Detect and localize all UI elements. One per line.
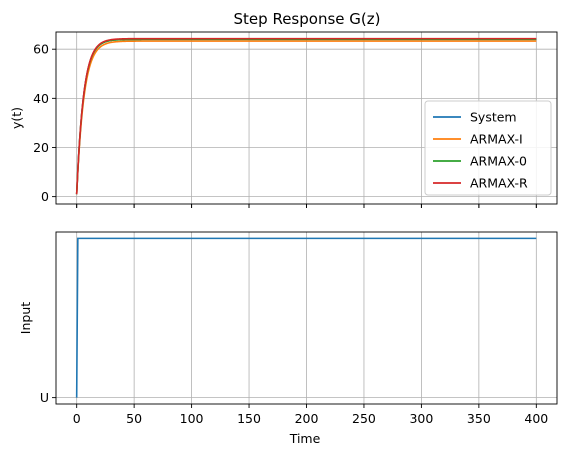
legend-item-label: ARMAX-I	[470, 132, 523, 147]
top-y-tick-label: 60	[33, 42, 49, 57]
top-series-lines	[75, 37, 537, 195]
figure-title: Step Response G(z)	[234, 10, 381, 28]
x-tick-label: 50	[126, 411, 142, 426]
bottom-series-lines	[75, 237, 537, 398]
x-tick-label: 350	[467, 411, 491, 426]
top-grid	[56, 32, 557, 204]
top-axes: 0 20 40 60 y(t) System ARMAX-I ARMAX-0 ARMAX-R	[9, 31, 558, 208]
top-y-tick-label: 0	[41, 189, 49, 204]
bottom-axes: 0 50 100 150 200 250 300 350 400 U Input Time	[18, 204, 558, 446]
top-y-tick-label: 40	[33, 91, 49, 106]
bottom-y-tick-label: U	[40, 390, 49, 405]
top-y-axis-label: y(t)	[9, 107, 24, 129]
x-tick-label: 400	[524, 411, 548, 426]
legend-item-label: System	[470, 110, 517, 125]
legend-item-label: ARMAX-R	[470, 176, 528, 191]
x-tick-label: 150	[237, 411, 261, 426]
x-tick-label: 100	[180, 411, 204, 426]
x-tick-label: 200	[295, 411, 319, 426]
bottom-ticks: 0 50 100 150 200 250 300 350 400 U	[40, 204, 548, 426]
x-tick-label: 0	[73, 411, 81, 426]
bottom-y-axis-label: Input	[18, 302, 33, 334]
x-tick-label: 250	[352, 411, 376, 426]
legend: System ARMAX-I ARMAX-0 ARMAX-R	[424, 100, 552, 196]
series-line-armax-r	[75, 37, 537, 195]
series-line-armax-i	[75, 40, 537, 195]
top-y-tick-label: 20	[33, 140, 49, 155]
x-axis-label: Time	[289, 431, 321, 446]
legend-item-label: ARMAX-0	[470, 154, 527, 169]
legend-box	[424, 100, 552, 196]
bottom-grid	[56, 232, 557, 404]
x-tick-label: 300	[409, 411, 433, 426]
input-step-line	[75, 237, 537, 398]
